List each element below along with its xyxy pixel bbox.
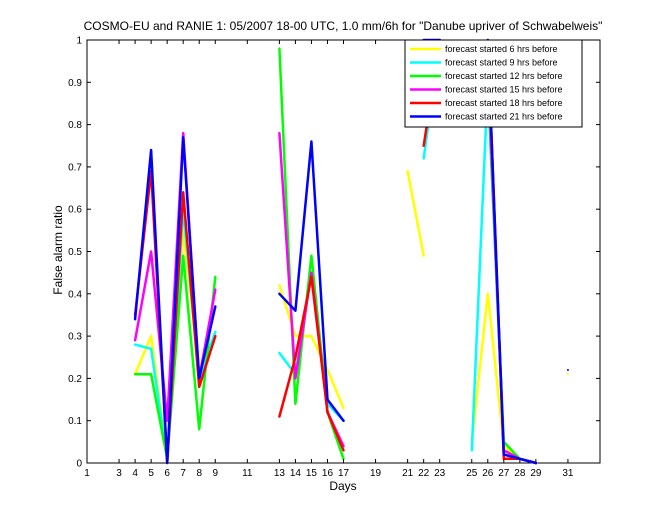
y-tick-label: 0.8: [68, 120, 82, 131]
x-tick-label: 25: [466, 468, 478, 479]
series-6: [133, 38, 569, 465]
x-tick-label: 17: [338, 468, 350, 479]
data-point: [566, 373, 569, 376]
x-tick-label: 8: [196, 468, 202, 479]
x-tick-label: 6: [164, 468, 170, 479]
legend: forecast started 6 hrs before forecast st…: [404, 39, 583, 128]
x-tick-label: 23: [434, 468, 446, 479]
x-tick-label: 29: [530, 468, 542, 479]
x-tick-label: 11: [242, 468, 253, 479]
legend-label: forecast started 21 hrs before: [445, 112, 563, 122]
legend-label: forecast started 9 hrs before: [445, 58, 558, 68]
legend-box: [404, 39, 583, 128]
y-tick-label: 0.7: [68, 162, 82, 173]
y-tick-label: 0.1: [68, 416, 82, 427]
y-tick-label: 0.3: [68, 332, 82, 343]
x-tick-label: 13: [274, 468, 286, 479]
x-tick-label: 22: [418, 468, 430, 479]
x-tick-label: 28: [514, 468, 526, 479]
y-tick-label: 1: [76, 36, 82, 47]
legend-label: forecast started 12 hrs before: [445, 71, 563, 81]
x-tick-label: 15: [306, 468, 318, 479]
y-tick-label: 0.5: [68, 247, 82, 258]
y-axis-title: False alarm ratio: [51, 205, 65, 295]
y-tick-label: 0: [76, 459, 82, 470]
series-line: [278, 284, 345, 410]
x-tick-label: 4: [132, 468, 138, 479]
legend-label: forecast started 18 hrs before: [445, 98, 563, 108]
x-tick-label: 16: [322, 468, 334, 479]
series-line: [486, 38, 538, 465]
x-tick-label: 21: [402, 468, 414, 479]
legend-label: forecast started 15 hrs before: [445, 85, 563, 95]
series-line: [133, 254, 217, 461]
y-tick-label: 0.6: [68, 205, 82, 216]
x-tick-label: 19: [370, 468, 382, 479]
x-axis-title: Days: [329, 479, 356, 493]
data-point: [566, 368, 569, 371]
x-tick-label: 31: [562, 468, 574, 479]
y-tick-label: 0.2: [68, 374, 82, 385]
series-line: [278, 275, 345, 452]
x-tick-label: 3: [116, 468, 122, 479]
x-tick-label: 1: [84, 468, 90, 479]
series-line: [406, 169, 425, 257]
x-tick-label: 27: [498, 468, 510, 479]
ticks-layer: 1 3 4 5 6 7 8 9 11 13 14 15 16 17 19 21 22 23 25 26 27 28 29 31…: [68, 36, 600, 479]
x-tick-label: 7: [180, 468, 186, 479]
series-line: [133, 169, 217, 465]
y-tick-label: 0.4: [68, 289, 82, 300]
x-tick-label: 26: [482, 468, 494, 479]
x-tick-label: 5: [148, 468, 154, 479]
x-tick-label: 14: [290, 468, 302, 479]
x-tick-label: 9: [212, 468, 218, 479]
chart-title: COSMO-EU and RANIE 1: 05/2007 18-00 UTC,…: [84, 19, 603, 33]
legend-label: forecast started 6 hrs before: [445, 44, 558, 54]
series-line: [133, 136, 217, 465]
series-line: [278, 140, 345, 422]
y-tick-label: 0.9: [68, 78, 82, 89]
